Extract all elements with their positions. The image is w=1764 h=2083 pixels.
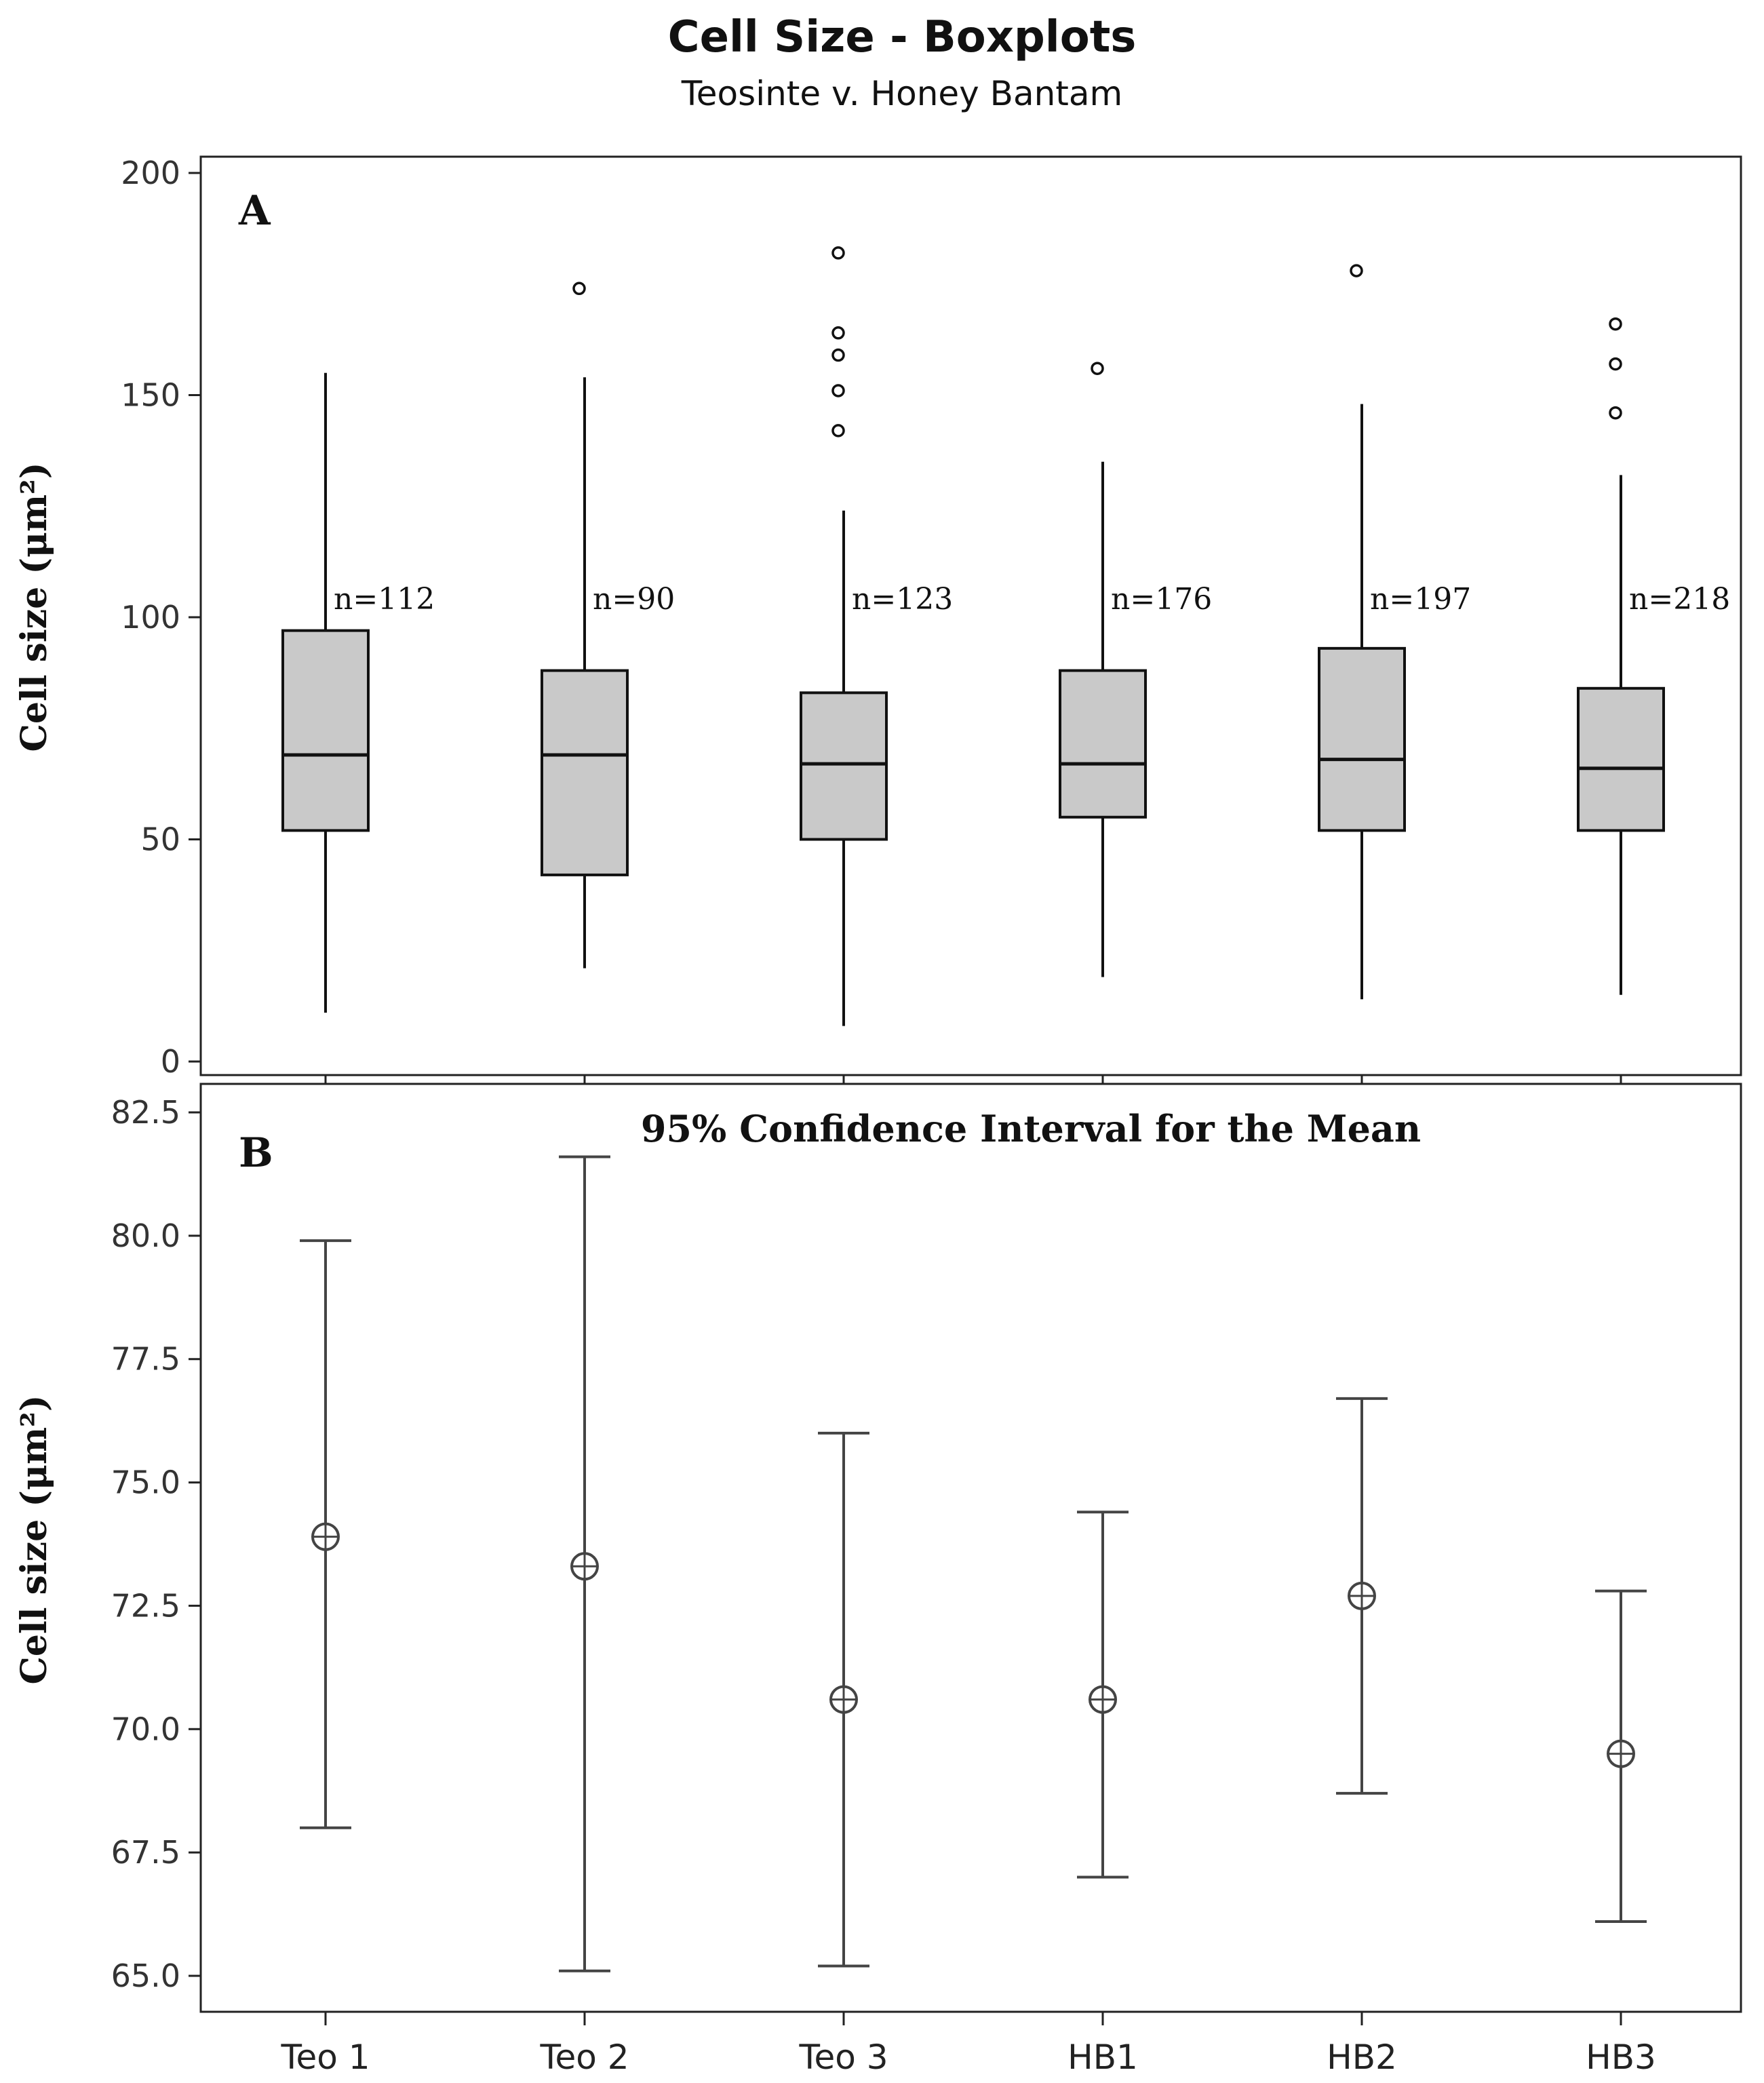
figure-title: Cell Size - Boxplots bbox=[668, 12, 1137, 62]
outlier-point bbox=[831, 384, 845, 397]
panel-b-letter: B bbox=[239, 1129, 273, 1177]
x-category-label: Teo 1 bbox=[280, 2038, 370, 2077]
iqr-box bbox=[800, 691, 888, 841]
outlier-point bbox=[1091, 362, 1104, 375]
iqr-box bbox=[281, 629, 370, 832]
outlier-point bbox=[572, 281, 586, 296]
panel-b-title: 95% Confidence Interval for the Mean bbox=[641, 1107, 1421, 1150]
boxplot-teo-1: n=112 bbox=[281, 372, 435, 1013]
panel-b-ylabel: Cell size (μm²) bbox=[14, 1395, 55, 1685]
outlier-point bbox=[1609, 317, 1622, 331]
x-category-label: HB1 bbox=[1067, 2038, 1138, 2077]
outlier-point bbox=[831, 326, 845, 340]
y-tick-label: 100 bbox=[121, 599, 180, 636]
ci-hb2 bbox=[1336, 1397, 1388, 1795]
boxplot-hb2: n=197 bbox=[1318, 264, 1471, 1000]
y-tick-label: 82.5 bbox=[111, 1094, 180, 1131]
outlier-point bbox=[831, 246, 845, 260]
y-tick-label: 72.5 bbox=[111, 1587, 180, 1624]
sample-size-label: n=176 bbox=[1111, 582, 1212, 617]
boxplot-teo-3: n=123 bbox=[800, 246, 953, 1026]
iqr-box bbox=[1318, 646, 1406, 832]
outlier-point bbox=[1609, 357, 1622, 371]
sample-size-label: n=112 bbox=[334, 582, 435, 617]
sample-size-label: n=197 bbox=[1370, 582, 1471, 617]
panel-a-letter: A bbox=[238, 187, 271, 235]
y-tick-label: 200 bbox=[121, 155, 180, 191]
y-tick-label: 65.0 bbox=[111, 1958, 180, 1994]
x-axis: Teo 1 Teo 2 Teo 3 HB1 HB2 HB3 bbox=[280, 2012, 1656, 2077]
panel-a-frame bbox=[199, 155, 1742, 1076]
ci-hb3 bbox=[1595, 1589, 1647, 1923]
outlier-point bbox=[1609, 406, 1622, 420]
y-tick-label: 70.0 bbox=[111, 1711, 180, 1747]
panel-a-boxplot: A Cell size (μm²) 0 50 100 150 200 n=112 n=90… bbox=[14, 155, 1742, 1085]
y-tick-label: 150 bbox=[121, 377, 180, 414]
ci-hb1 bbox=[1077, 1511, 1129, 1879]
ci-teo-3 bbox=[818, 1431, 869, 1968]
x-category-label: Teo 2 bbox=[539, 2038, 629, 2077]
sample-size-label: n=90 bbox=[593, 582, 675, 617]
y-tick-label: 67.5 bbox=[111, 1834, 180, 1871]
boxplot-hb3: n=218 bbox=[1577, 317, 1730, 995]
boxplot-teo-2: n=90 bbox=[541, 281, 675, 969]
x-category-label: HB2 bbox=[1327, 2038, 1397, 2077]
ci-teo-2 bbox=[559, 1155, 610, 1972]
y-tick-label: 75.0 bbox=[111, 1464, 180, 1501]
y-tick-label: 0 bbox=[161, 1043, 180, 1080]
sample-size-label: n=123 bbox=[852, 582, 953, 617]
panel-b-frame bbox=[199, 1083, 1742, 2013]
x-category-label: HB3 bbox=[1586, 2038, 1656, 2077]
panel-b-interval-plot: B 95% Confidence Interval for the Mean C… bbox=[14, 1083, 1742, 2077]
iqr-box bbox=[1577, 686, 1665, 832]
y-tick-label: 77.5 bbox=[111, 1341, 180, 1378]
figure-subtitle: Teosinte v. Honey Bantam bbox=[681, 74, 1123, 113]
panel-a-ylabel: Cell size (μm²) bbox=[14, 463, 55, 752]
panel-b-intervals bbox=[300, 1155, 1647, 1972]
y-tick-label: 50 bbox=[140, 821, 180, 858]
outlier-point bbox=[831, 348, 845, 362]
iqr-box bbox=[1059, 669, 1147, 819]
outlier-point bbox=[831, 424, 845, 437]
panel-a-y-axis: 0 50 100 150 200 bbox=[121, 155, 1622, 1085]
panel-a-boxes: n=112 n=90 n=123 n=176 n=197 n=218 bbox=[281, 246, 1730, 1026]
sample-size-label: n=218 bbox=[1629, 582, 1730, 617]
y-tick-label: 80.0 bbox=[111, 1218, 180, 1254]
boxplot-hb1: n=176 bbox=[1059, 362, 1212, 977]
panel-b-y-axis: 65.0 67.5 70.0 72.5 75.0 77.5 80.0 82.5 bbox=[111, 1094, 202, 1994]
outlier-point bbox=[1350, 264, 1363, 277]
iqr-box bbox=[541, 669, 629, 876]
x-category-label: Teo 3 bbox=[798, 2038, 888, 2077]
ci-teo-1 bbox=[300, 1239, 351, 1829]
